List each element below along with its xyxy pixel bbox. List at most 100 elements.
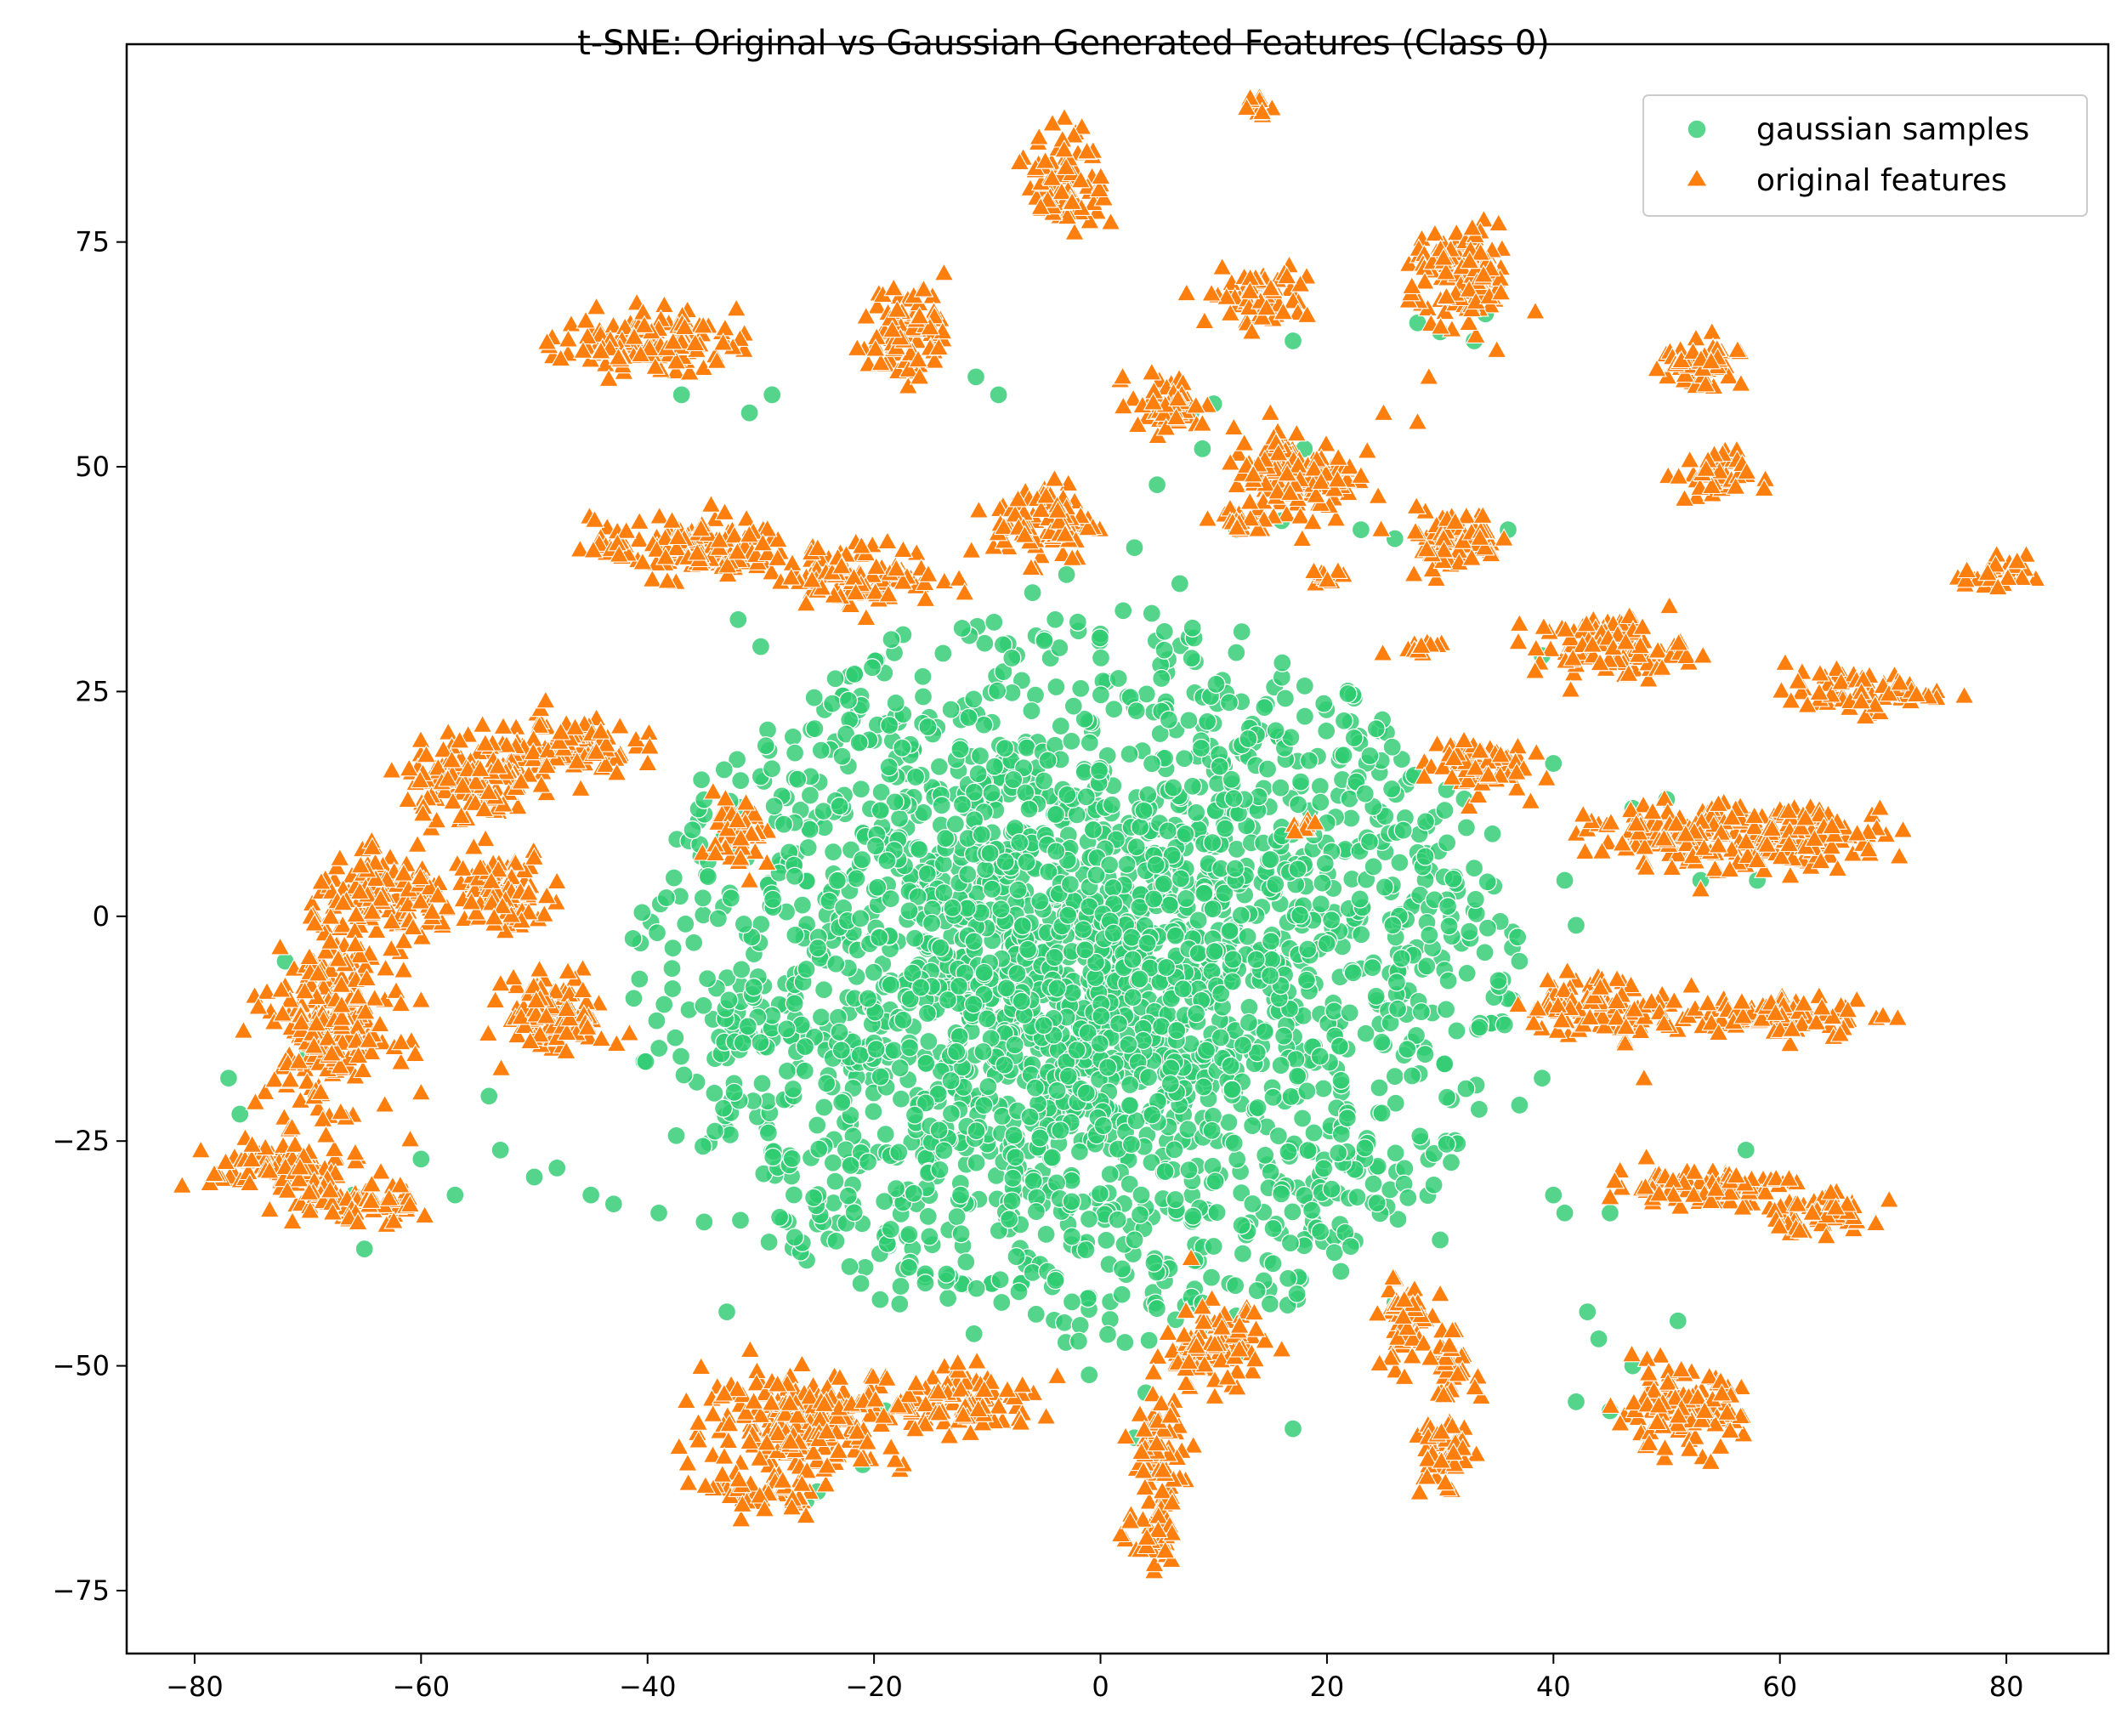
gaussian-sample-point	[1130, 1205, 1150, 1225]
gaussian-sample-point	[1154, 874, 1173, 894]
gaussian-sample-point	[676, 914, 695, 934]
gaussian-sample-point	[1025, 685, 1046, 705]
gaussian-sample-point	[751, 637, 771, 656]
gaussian-sample-point	[1387, 999, 1408, 1018]
gaussian-sample-point	[649, 1038, 669, 1058]
gaussian-sample-point	[647, 923, 667, 943]
gaussian-sample-point	[1086, 865, 1106, 885]
gaussian-sample-point	[1356, 1024, 1375, 1043]
gaussian-sample-point	[937, 1264, 956, 1284]
gaussian-sample-point	[1036, 1224, 1056, 1245]
gaussian-sample-point	[1290, 905, 1310, 925]
gaussian-sample-point	[868, 877, 888, 897]
gaussian-sample-point	[881, 975, 900, 995]
gaussian-sample-point	[1104, 700, 1124, 719]
gaussian-sample-point	[1142, 754, 1162, 774]
gaussian-sample-point	[1134, 801, 1154, 820]
gaussian-sample-point	[814, 802, 833, 821]
gaussian-sample-point	[1018, 939, 1038, 960]
gaussian-sample-point	[1211, 1028, 1230, 1047]
gaussian-sample-point	[1188, 911, 1208, 930]
gaussian-sample-point	[1273, 653, 1292, 672]
gaussian-sample-point	[1435, 800, 1455, 820]
gaussian-sample-point	[1324, 1001, 1344, 1021]
gaussian-sample-point	[959, 707, 978, 728]
gaussian-sample-point	[1239, 729, 1258, 749]
gaussian-sample-point	[717, 1302, 737, 1322]
gaussian-sample-point	[1372, 1032, 1392, 1052]
gaussian-sample-point	[1338, 684, 1358, 704]
gaussian-sample-point	[1398, 1188, 1418, 1208]
gaussian-sample-point	[1205, 942, 1224, 962]
gaussian-sample-point	[1076, 787, 1096, 807]
gaussian-sample-point	[1402, 1066, 1422, 1086]
gaussian-sample-point	[1330, 1036, 1350, 1056]
gaussian-sample-point	[752, 1074, 772, 1093]
gaussian-sample-point	[950, 740, 970, 759]
gaussian-sample-point	[1089, 761, 1109, 780]
gaussian-sample-point	[1273, 1026, 1294, 1046]
gaussian-sample-point	[1076, 1083, 1096, 1103]
gaussian-sample-point	[973, 1041, 993, 1062]
gaussian-sample-point	[1224, 1133, 1244, 1153]
gaussian-sample-point	[1191, 738, 1211, 758]
gaussian-sample-point	[1067, 1040, 1086, 1060]
gaussian-sample-point	[1257, 759, 1278, 779]
gaussian-sample-point	[1176, 824, 1195, 844]
gaussian-sample-point	[1275, 689, 1296, 708]
gaussian-sample-point	[1103, 878, 1123, 898]
gaussian-sample-point	[1288, 795, 1308, 814]
gaussian-sample-point	[1478, 872, 1497, 892]
gaussian-sample-point	[881, 1219, 900, 1240]
gaussian-sample-point	[1012, 991, 1031, 1011]
gaussian-sample-point	[797, 959, 816, 979]
gaussian-sample-point	[1080, 1365, 1099, 1385]
gaussian-sample-point	[809, 1139, 829, 1159]
gaussian-sample-point	[1437, 1087, 1457, 1107]
gaussian-sample-point	[1544, 1185, 1563, 1205]
gaussian-sample-point	[1415, 847, 1435, 866]
gaussian-sample-point	[1009, 1282, 1029, 1302]
gaussian-sample-point	[1322, 911, 1341, 930]
gaussian-sample-point	[1508, 928, 1528, 947]
gaussian-sample-point	[764, 797, 784, 816]
gaussian-sample-point	[1090, 1184, 1110, 1204]
gaussian-sample-point	[1438, 833, 1457, 853]
gaussian-sample-point	[1155, 1161, 1175, 1182]
gaussian-sample-point	[1386, 1143, 1405, 1163]
gaussian-sample-point	[734, 914, 754, 934]
gaussian-sample-point	[1147, 1298, 1167, 1319]
gaussian-sample-point	[1159, 710, 1179, 729]
gaussian-sample-point	[808, 1115, 827, 1135]
gaussian-sample-point	[1331, 1070, 1351, 1090]
gaussian-sample-point	[967, 1279, 986, 1298]
gaussian-sample-point	[893, 1010, 913, 1030]
gaussian-sample-point	[1120, 1096, 1140, 1115]
gaussian-sample-point	[905, 1105, 925, 1125]
gaussian-sample-point	[984, 612, 1004, 633]
gaussian-sample-point	[1166, 926, 1185, 945]
gaussian-sample-point	[825, 1172, 845, 1191]
gaussian-sample-point	[1026, 1201, 1046, 1222]
gaussian-sample-point	[1174, 749, 1194, 769]
gaussian-sample-point	[880, 715, 899, 735]
gaussian-sample-point	[479, 1086, 499, 1106]
gaussian-sample-point	[1216, 819, 1235, 838]
gaussian-sample-point	[1420, 925, 1439, 945]
gaussian-sample-point	[1046, 842, 1066, 861]
gaussian-sample-point	[871, 1290, 890, 1309]
gaussian-sample-point	[1046, 1270, 1065, 1291]
gaussian-sample-point	[724, 1082, 744, 1103]
gaussian-sample-point	[1008, 880, 1028, 899]
gaussian-sample-point	[1047, 1081, 1067, 1100]
gaussian-sample-point	[1589, 1329, 1608, 1349]
gaussian-sample-point	[1123, 988, 1143, 1007]
gaussian-sample-point	[805, 718, 825, 739]
gaussian-sample-point	[1271, 1184, 1291, 1204]
gaussian-sample-point	[624, 989, 644, 1008]
gaussian-sample-point	[1456, 1079, 1476, 1098]
gaussian-sample-point	[1002, 1191, 1022, 1211]
gaussian-sample-point	[938, 1288, 958, 1308]
gaussian-sample-point	[1173, 979, 1193, 999]
gaussian-sample-point	[1194, 883, 1214, 904]
